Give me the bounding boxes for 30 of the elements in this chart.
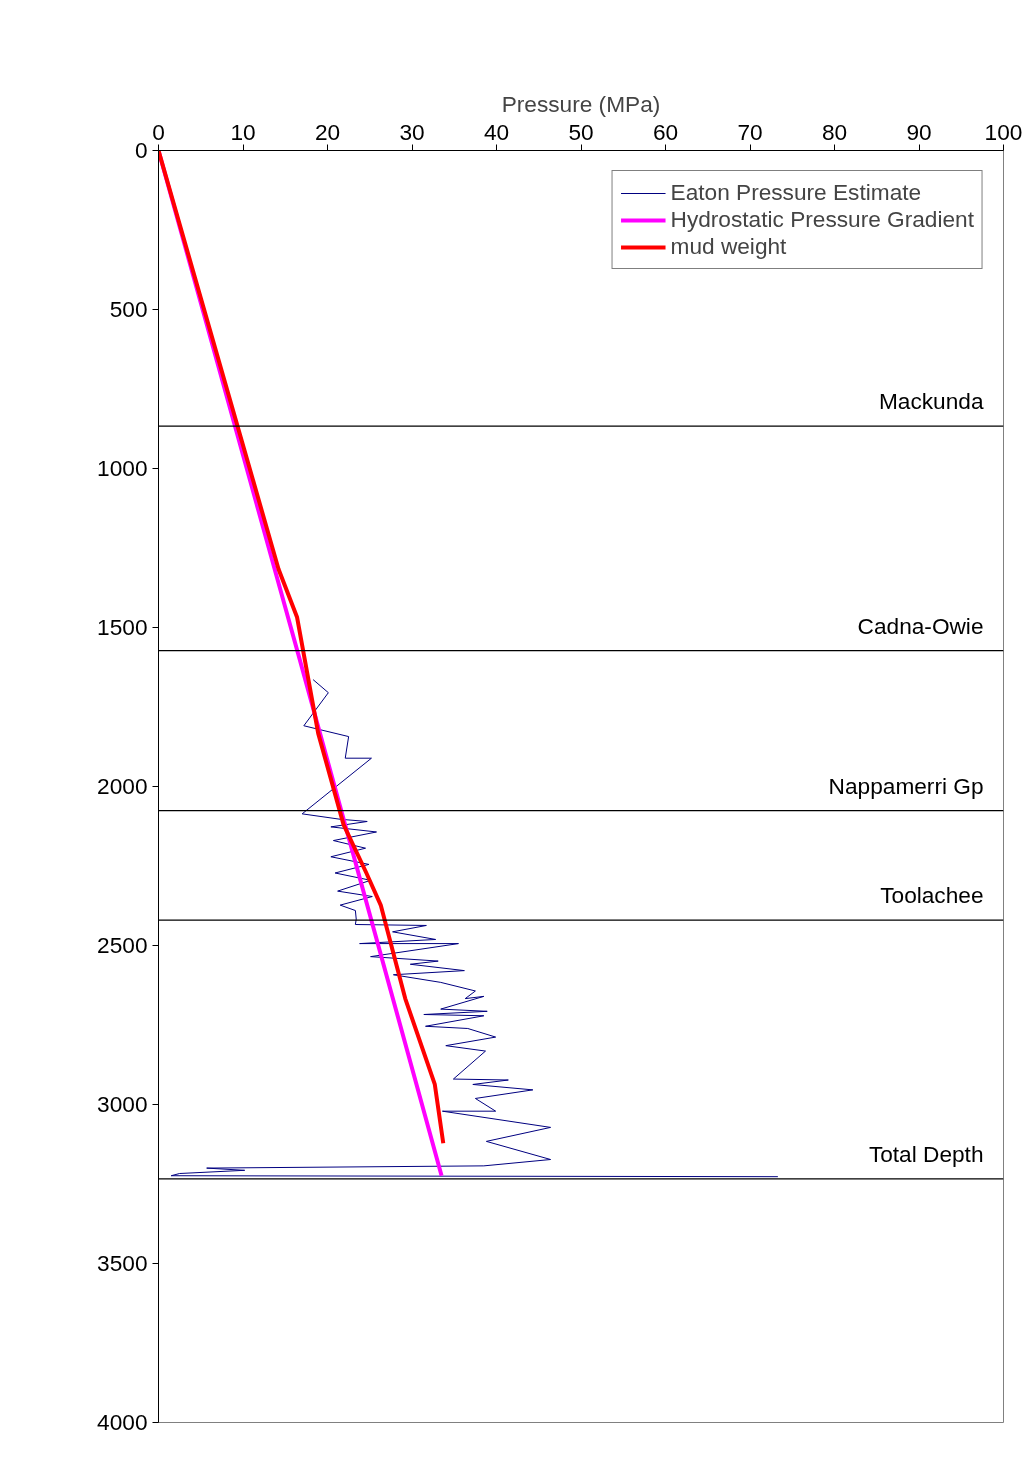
legend-label: mud weight — [670, 233, 787, 260]
line-series — [170, 679, 779, 1178]
y-tick-label: 0 — [134, 137, 148, 163]
y-tick-label: 2500 — [97, 932, 148, 958]
x-axis-title: Pressure (MPa) — [501, 90, 661, 117]
ref-line-label: Nappamerri Gp — [828, 772, 984, 799]
x-tick-label: 100 — [984, 118, 1023, 145]
y-tick-label: 1000 — [97, 455, 148, 481]
legend-label: Hydrostatic Pressure Gradient — [670, 206, 974, 233]
x-tick-label: 10 — [230, 118, 256, 145]
x-tick-label: 20 — [314, 118, 341, 145]
ref-line-label: Total Depth — [868, 1140, 984, 1167]
x-tick-label: 80 — [821, 118, 848, 145]
ref-line-label: Cadna-Owie — [857, 612, 984, 639]
x-tick-label: 60 — [652, 118, 679, 145]
y-tick-label: 2000 — [97, 773, 148, 799]
x-tick-label: 40 — [483, 118, 510, 145]
ref-line-label: Mackunda — [878, 388, 984, 415]
ref-line-label: Toolachee — [880, 882, 984, 909]
y-tick-label: 4000 — [97, 1409, 148, 1435]
x-tick-label: 0 — [152, 118, 165, 145]
y-tick-label: 1500 — [97, 614, 148, 640]
x-tick-label: 90 — [906, 118, 932, 145]
y-tick-label: 3000 — [97, 1091, 148, 1117]
x-tick-label: 50 — [568, 118, 594, 145]
y-tick-label: 3500 — [97, 1250, 148, 1276]
legend-label: Eaton Pressure Estimate — [670, 179, 922, 206]
x-tick-label: 70 — [737, 118, 763, 145]
y-tick-label: 500 — [109, 296, 148, 322]
x-tick-label: 30 — [399, 118, 425, 145]
